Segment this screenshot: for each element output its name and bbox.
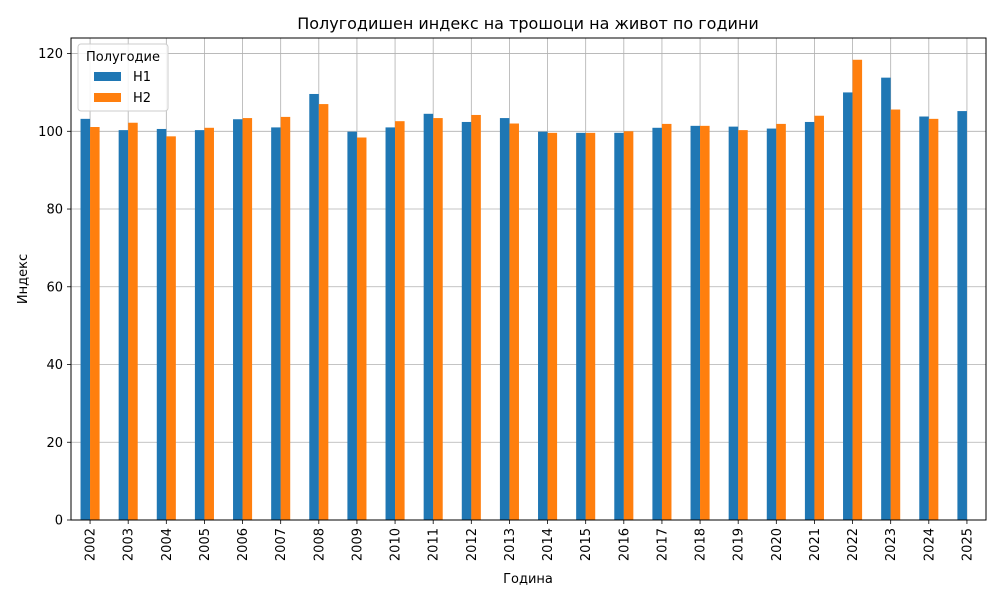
y-tick-label: 40 — [46, 358, 63, 373]
bar-h2-2011 — [433, 118, 443, 521]
x-tick-label: 2007 — [274, 528, 289, 561]
bar-h2-2018 — [700, 125, 710, 520]
bar-h1-2013 — [499, 118, 510, 521]
bar-h1-2024 — [919, 116, 929, 521]
bar-h2-2013 — [509, 123, 519, 521]
x-tick-label: 2015 — [579, 528, 594, 561]
bar-h1-2019 — [728, 126, 739, 521]
bar-h1-2022 — [843, 92, 853, 520]
x-tick-label: 2018 — [694, 528, 709, 561]
bar-h1-2003 — [118, 130, 129, 520]
bar-h1-2016 — [614, 132, 624, 520]
x-tick-label: 2025 — [960, 528, 975, 561]
bar-h1-2014 — [538, 131, 548, 521]
bar-h1-2023 — [881, 77, 891, 521]
bar-h1-2007 — [271, 127, 281, 520]
bar-h1-2015 — [576, 132, 586, 520]
x-tick-label: 2016 — [617, 528, 632, 561]
y-tick-label: 60 — [46, 280, 63, 295]
bar-h2-2002 — [90, 127, 100, 520]
bar-h2-2022 — [852, 59, 863, 521]
bar-h1-2012 — [461, 121, 472, 520]
x-tick-label: 2019 — [732, 528, 747, 561]
x-tick-label: 2002 — [84, 528, 99, 561]
y-axis: 0 20 40 60 80 100 120 — [38, 47, 71, 529]
bar-h2-2016 — [623, 131, 634, 520]
x-tick-label: 2011 — [427, 528, 442, 561]
bar-h2-2020 — [776, 123, 786, 520]
bar-h1-2017 — [652, 127, 662, 521]
bar-series — [80, 59, 967, 521]
bar-h1-2011 — [423, 113, 434, 520]
bar-h1-2018 — [690, 125, 701, 520]
y-tick-label: 80 — [46, 203, 63, 218]
bar-h2-2010 — [395, 121, 405, 520]
bar-h2-2006 — [242, 118, 253, 521]
bar-h1-2005 — [194, 130, 205, 520]
x-tick-label: 2020 — [770, 528, 785, 561]
bar-h1-2002 — [80, 118, 91, 520]
bar-h2-2008 — [318, 104, 329, 521]
y-tick-label: 0 — [55, 514, 63, 529]
bar-h1-2006 — [233, 119, 243, 520]
x-tick-label: 2008 — [312, 528, 327, 561]
bar-h2-2024 — [928, 118, 939, 520]
bar-h1-2021 — [804, 121, 815, 520]
bar-h2-2004 — [166, 136, 176, 520]
bar-h1-2020 — [766, 128, 777, 521]
bar-h2-2005 — [204, 127, 214, 521]
x-tick-label: 2006 — [236, 528, 251, 561]
x-tick-label: 2004 — [160, 528, 175, 561]
legend: Полугодие H1 H2 — [77, 43, 169, 112]
bar-h2-2019 — [738, 130, 748, 520]
bar-h2-2012 — [471, 114, 481, 521]
bar-h2-2017 — [661, 123, 672, 520]
bar-h2-2014 — [547, 132, 558, 520]
x-tick-label: 2023 — [884, 528, 899, 561]
x-tick-label: 2013 — [503, 528, 518, 561]
x-tick-label: 2021 — [808, 528, 823, 561]
x-axis-label: Година — [503, 572, 553, 587]
bar-h1-2010 — [385, 127, 396, 520]
y-axis-label: Индекс — [16, 254, 31, 304]
legend-swatch-h1 — [94, 72, 121, 81]
x-tick-label: 2005 — [198, 528, 213, 561]
x-axis: 2002 2003 2004 2005 2006 2007 2008 2009 2010 2011… — [84, 520, 975, 561]
legend-label-h2: H2 — [133, 91, 151, 106]
bar-h2-2015 — [585, 132, 596, 520]
x-tick-label: 2017 — [655, 528, 670, 561]
y-tick-label: 120 — [38, 47, 63, 62]
bar-h1-2008 — [309, 93, 319, 521]
chart-title: Полугодишен индекс на трошоци на живот п… — [297, 14, 759, 33]
plot-frame — [70, 37, 987, 521]
bar-h2-2023 — [890, 109, 901, 520]
bar-h1-2009 — [347, 131, 357, 521]
x-tick-label: 2014 — [541, 528, 556, 561]
x-tick-label: 2003 — [122, 528, 137, 561]
y-tick-label: 20 — [46, 436, 63, 451]
bar-h2-2021 — [814, 115, 824, 520]
x-tick-label: 2010 — [389, 528, 404, 561]
x-tick-label: 2022 — [846, 528, 861, 561]
bar-h2-2003 — [128, 122, 138, 520]
x-tick-label: 2009 — [350, 528, 365, 561]
legend-title: Полугодие — [86, 50, 160, 65]
y-tick-label: 100 — [38, 125, 63, 140]
bar-h2-2009 — [356, 137, 367, 520]
bar-h1-2004 — [156, 128, 167, 520]
legend-swatch-h2 — [94, 93, 121, 102]
legend-label-h1: H1 — [133, 70, 151, 85]
x-tick-label: 2024 — [922, 528, 937, 561]
bar-h2-2007 — [280, 116, 291, 520]
bar-h1-2025 — [957, 111, 967, 520]
x-tick-label: 2012 — [465, 528, 480, 561]
